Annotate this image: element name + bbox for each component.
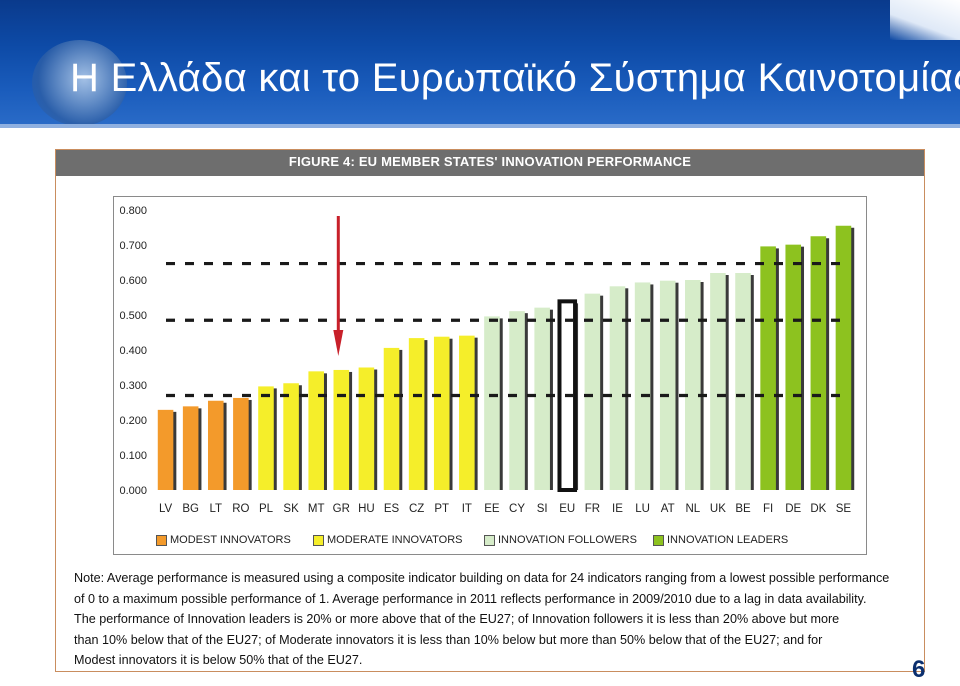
- y-tick-label: 0.600: [119, 275, 147, 287]
- x-tick-label: EE: [484, 503, 500, 515]
- globe-logo: [32, 40, 127, 126]
- bar-gr: [333, 369, 350, 490]
- bar-hu: [358, 367, 375, 490]
- bar-be: [735, 273, 751, 490]
- bar-dk: [810, 236, 827, 490]
- legend-swatch: [653, 534, 664, 546]
- bar-de: [785, 244, 802, 490]
- banner-corner-decoration: [890, 0, 960, 40]
- bar-pt: [433, 336, 450, 490]
- bar-chart: 0.000 0.100 0.200 0.300 0.400 0.500 0.600 0.700…: [119, 205, 855, 515]
- bar-sk: [283, 383, 299, 490]
- x-tick-label: UK: [710, 503, 726, 515]
- bar-lt: [207, 400, 224, 490]
- figure-title: FIGURE 4: EU MEMBER STATES' INNOVATION P…: [288, 154, 692, 169]
- x-tick-label: AT: [661, 503, 675, 515]
- y-tick-label: 0.000: [119, 485, 147, 497]
- page-number: 6: [912, 656, 926, 683]
- x-tick-label: RO: [232, 503, 249, 515]
- legend-swatch: [313, 534, 324, 546]
- x-tick-label: ES: [384, 503, 400, 515]
- bar-ro: [233, 397, 249, 490]
- x-tick-label: LT: [209, 503, 222, 515]
- legend-item-modest: MODEST INNOVATORS: [156, 534, 291, 546]
- x-tick-label: CZ: [409, 503, 424, 515]
- bar-uk: [710, 273, 726, 490]
- x-tick-label: PL: [259, 503, 274, 515]
- figure-note: Note: Average performance is measured us…: [74, 568, 919, 671]
- legend-item-moderate: MODERATE INNOVATORS: [313, 534, 462, 546]
- x-tick-label: BG: [182, 503, 199, 515]
- bar-nl: [685, 280, 701, 490]
- x-tick-label: FI: [763, 503, 773, 515]
- legend-swatch: [484, 534, 495, 546]
- bar-ee: [484, 316, 500, 490]
- bar-lu: [634, 282, 651, 490]
- legend-label: INNOVATION FOLLOWERS: [498, 534, 637, 546]
- figure-header: FIGURE 4: EU MEMBER STATES' INNOVATION P…: [56, 150, 924, 176]
- x-tick-label: LU: [635, 503, 650, 515]
- y-tick-label: 0.800: [119, 205, 147, 217]
- x-tick-label: IT: [462, 503, 472, 515]
- note-line: of 0 to a maximum possible performance o…: [74, 591, 867, 606]
- note-line: than 10% below that of the EU27; of Mode…: [74, 632, 823, 647]
- x-tick-label: MT: [308, 503, 325, 515]
- bar-fr: [584, 293, 601, 490]
- title-banner: Η Ελλάδα και το Ευρωπαϊκό Σύστημα Καινοτ…: [0, 0, 960, 128]
- bar-es: [383, 347, 400, 490]
- figure-panel: FIGURE 4: EU MEMBER STATES' INNOVATION P…: [55, 149, 925, 672]
- legend-label: MODEST INNOVATORS: [170, 534, 291, 546]
- bar-ie: [609, 286, 626, 490]
- bar-pl: [258, 386, 274, 490]
- note-line: Modest innovators it is below 50% that o…: [74, 653, 363, 667]
- legend-item-leader: INNOVATION LEADERS: [653, 534, 788, 546]
- note-line: The performance of Innovation leaders is…: [74, 612, 840, 626]
- bar-at: [659, 280, 676, 490]
- bar-bg: [182, 406, 199, 490]
- x-tick-label: HU: [358, 503, 375, 515]
- x-tick-label: LV: [159, 503, 173, 515]
- arrow-head: [333, 330, 344, 356]
- y-tick-label: 0.400: [119, 345, 147, 357]
- x-tick-label: EU: [559, 503, 575, 515]
- y-tick-label: 0.300: [119, 380, 147, 392]
- x-tick-label: GR: [333, 503, 350, 515]
- note-line: Note: Average performance is measured us…: [74, 571, 890, 585]
- banner-rule: [0, 124, 960, 128]
- bar-cz: [408, 338, 425, 490]
- y-tick-label: 0.700: [119, 240, 147, 252]
- x-tick-label: SE: [836, 503, 852, 515]
- x-tick-label: PT: [434, 503, 449, 515]
- slide-title: Η Ελλάδα και το Ευρωπαϊκό Σύστημα Καινοτ…: [70, 56, 960, 100]
- x-tick-label: DK: [810, 503, 826, 515]
- x-tick-label: IE: [612, 503, 623, 515]
- bar-mt: [308, 371, 324, 490]
- bar-se: [835, 225, 852, 490]
- y-tick-label: 0.100: [119, 450, 147, 462]
- x-tick-label: SI: [537, 503, 548, 515]
- x-tick-label: SK: [283, 503, 299, 515]
- legend-label: MODERATE INNOVATORS: [327, 534, 463, 546]
- bar-fi: [760, 246, 776, 490]
- y-tick-label: 0.500: [119, 310, 147, 322]
- x-tick-label: CY: [509, 503, 525, 515]
- x-tick-label: BE: [735, 503, 751, 515]
- legend-swatch: [156, 534, 167, 546]
- legend-item-follower: INNOVATION FOLLOWERS: [484, 534, 637, 546]
- y-tick-label: 0.200: [119, 415, 147, 427]
- bar-lv: [157, 409, 174, 490]
- chart-legend: MODEST INNOVATORS MODERATE INNOVATORS INNO…: [156, 534, 856, 550]
- x-tick-label: DE: [785, 503, 801, 515]
- x-tick-label: NL: [685, 503, 700, 515]
- bar-it: [459, 335, 475, 490]
- x-tick-label: FR: [585, 503, 600, 515]
- bar-si: [534, 307, 550, 490]
- legend-label: INNOVATION LEADERS: [667, 534, 789, 546]
- bar-cy: [509, 311, 525, 490]
